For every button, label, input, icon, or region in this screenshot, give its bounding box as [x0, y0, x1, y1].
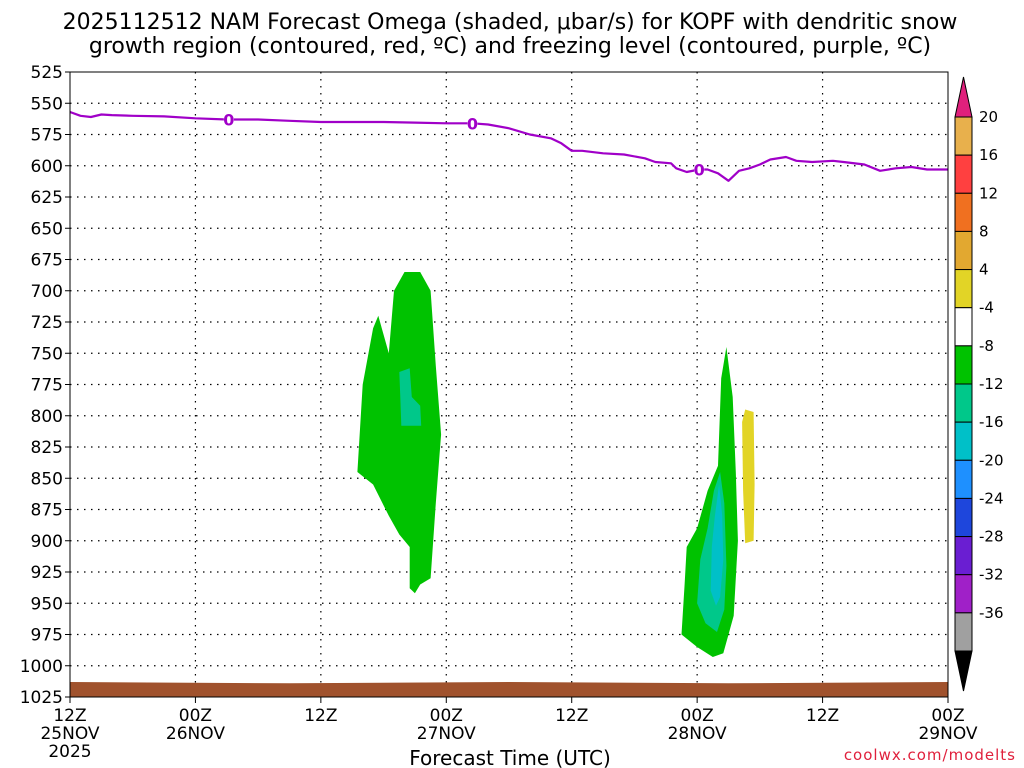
y-tick-label-700: 700 [31, 282, 63, 302]
colorbar-bin-0 [954, 116, 973, 156]
x-tick-label-48-0: 12Z [555, 706, 588, 726]
freezing-level-line [69, 110, 948, 182]
colorbar-label-10: -24 [979, 489, 1004, 507]
colorbar-bin-2 [954, 192, 973, 232]
freezing-level-contour: 0 0 0 [69, 110, 948, 182]
y-tick-label-1000: 1000 [20, 657, 63, 677]
colorbar-label-3: 8 [979, 222, 989, 240]
colorbar-label-5: -4 [979, 299, 994, 317]
freezing-level-label-2: 0 [694, 161, 705, 180]
colorbar-label-2: 12 [979, 184, 998, 202]
colorbar-label-13: -36 [979, 604, 1004, 622]
freezing-level-label-bg-0 [223, 110, 234, 128]
y-tick-label-975: 975 [31, 626, 63, 646]
omega-positive-region-0 [742, 409, 755, 544]
x-tick-label-0-2: 2025 [48, 742, 91, 762]
colorbar-bin-12 [954, 574, 973, 614]
x-tick-label-72-0: 12Z [806, 706, 839, 726]
title-line-2: growth region (contoured, red, ºC) and f… [89, 34, 931, 59]
y-tick-label-800: 800 [31, 407, 63, 427]
y-tick-label-575: 575 [31, 126, 63, 146]
y-tick-label-950: 950 [31, 594, 63, 614]
y-tick-label-525: 525 [31, 63, 63, 83]
y-tick-label-600: 600 [31, 157, 63, 177]
omega-region-4 [710, 484, 724, 606]
colorbar-bin-6 [954, 345, 973, 385]
colorbar-label-7: -12 [979, 375, 1004, 393]
colorbar-bin-9 [954, 459, 973, 499]
colorbar-bin-3 [954, 230, 973, 271]
terrain-fill [70, 682, 948, 697]
y-tick-label-900: 900 [31, 532, 63, 552]
x-tick-label-60-0: 00Z [681, 706, 714, 726]
x-tick-label-60-1: 28NOV [668, 724, 727, 744]
omega-region-0 [357, 272, 442, 594]
colorbar-label-9: -20 [979, 451, 1004, 469]
x-tick-label-0-1: 25NOV [40, 724, 99, 744]
y-tick-label-650: 650 [31, 219, 63, 239]
colorbar-top-arrow [954, 76, 973, 118]
y-tick-label-675: 675 [31, 251, 63, 271]
colorbar-bin-4 [954, 269, 973, 309]
colorbar-bottom-arrow [954, 650, 973, 692]
colorbar-label-1: 16 [979, 146, 998, 164]
terrain-band [70, 682, 948, 697]
y-tick-label-825: 825 [31, 438, 63, 458]
colorbar-bin-13 [954, 612, 973, 652]
grid [70, 72, 948, 697]
colorbar-bin-10 [954, 497, 973, 538]
y-tick-label-875: 875 [31, 501, 63, 521]
colorbar-bin-1 [954, 154, 973, 194]
x-tick-label-36-0: 00Z [430, 706, 463, 726]
colorbar-bin-5 [954, 307, 973, 347]
colorbar-label-11: -28 [979, 528, 1004, 546]
colorbar-bin-11 [954, 536, 973, 576]
y-tick-label-1025: 1025 [20, 688, 63, 708]
colorbar-bin-8 [954, 421, 973, 461]
y-tick-label-850: 850 [31, 469, 63, 489]
x-tick-label-36-1: 27NOV [417, 724, 476, 744]
freezing-level-label-bg-1 [467, 114, 478, 132]
credit-text[interactable]: coolwx.com/modelts [844, 746, 1016, 764]
chart-title: 2025112512 NAM Forecast Omega (shaded, μ… [63, 10, 958, 59]
y-tick-label-750: 750 [31, 344, 63, 364]
colorbar-label-12: -32 [979, 566, 1004, 584]
colorbar-label-8: -16 [979, 413, 1004, 431]
title-line-1: 2025112512 NAM Forecast Omega (shaded, μ… [63, 10, 958, 35]
x-tick-label-12-1: 26NOV [166, 724, 225, 744]
colorbar: 20 16 12 8 4 -4 -8 -12 -16 -20 -24 -28 -32 -36 [954, 76, 1004, 692]
colorbar-label-4: 4 [979, 261, 989, 279]
colorbar-bin-7 [954, 383, 973, 423]
omega-shading [357, 272, 755, 657]
x-tick-label-12-0: 00Z [179, 706, 212, 726]
omega-region-1 [399, 368, 422, 426]
y-axis-pressure: 525 550 575 600 625 650 675 700 725 750 775 800 825 8… [20, 63, 70, 708]
x-tick-label-24-0: 12Z [304, 706, 337, 726]
plot-frame [69, 71, 949, 698]
y-tick-label-925: 925 [31, 563, 63, 583]
freezing-level-label-0: 0 [223, 111, 234, 130]
y-tick-label-550: 550 [31, 94, 63, 114]
x-tick-label-84-1: 29NOV [918, 724, 977, 744]
freezing-level-label-bg-2 [694, 160, 705, 178]
y-tick-label-775: 775 [31, 376, 63, 396]
freezing-level-label-1: 0 [467, 114, 478, 133]
x-tick-label-0-0: 12Z [53, 706, 86, 726]
colorbar-label-0: 20 [979, 108, 998, 126]
y-tick-label-625: 625 [31, 188, 63, 208]
y-tick-label-725: 725 [31, 313, 63, 333]
x-tick-label-84-0: 00Z [931, 706, 964, 726]
x-axis-label: Forecast Time (UTC) [409, 746, 611, 768]
colorbar-label-6: -8 [979, 337, 994, 355]
